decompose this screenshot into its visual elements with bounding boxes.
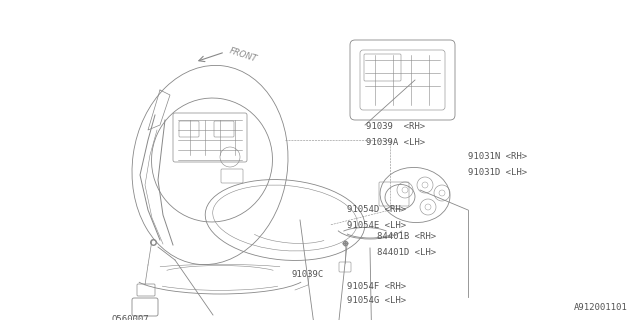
Text: 91039  <RH>: 91039 <RH> [366, 122, 425, 131]
Text: 91054E <LH>: 91054E <LH> [347, 221, 406, 230]
Text: 91054G <LH>: 91054G <LH> [347, 296, 406, 305]
Text: FRONT: FRONT [228, 46, 258, 64]
Text: 84401D <LH>: 84401D <LH> [377, 248, 436, 257]
Text: Q560007: Q560007 [112, 315, 150, 320]
Text: 91039A <LH>: 91039A <LH> [366, 138, 425, 147]
Text: 84401B <RH>: 84401B <RH> [377, 232, 436, 241]
Text: 91031N <RH>: 91031N <RH> [468, 152, 527, 161]
Text: 91031D <LH>: 91031D <LH> [468, 168, 527, 177]
Text: 91039C: 91039C [292, 270, 324, 279]
Text: 91054D <RH>: 91054D <RH> [347, 205, 406, 214]
Text: A912001101: A912001101 [574, 303, 628, 312]
Text: 91054F <RH>: 91054F <RH> [347, 282, 406, 291]
